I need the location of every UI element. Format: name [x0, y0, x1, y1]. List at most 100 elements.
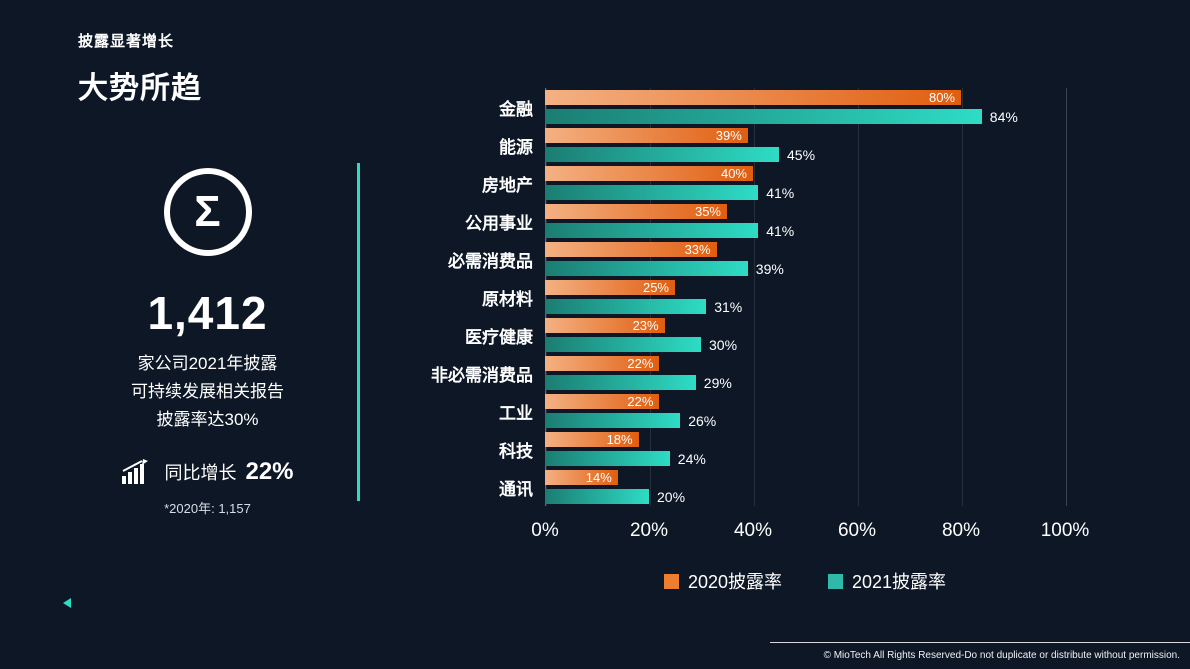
- bar-line: 39%: [545, 260, 1065, 277]
- bar-2020: 80%: [545, 90, 961, 105]
- bar-line: 25%: [545, 280, 1065, 295]
- bar-value-label: 22%: [627, 394, 654, 409]
- x-axis-tick: 20%: [629, 520, 669, 541]
- bar-group: 40% 41%: [545, 166, 1065, 201]
- category-label: 原材料: [482, 289, 533, 309]
- footer: © MioTech All Rights Reserved-Do not dup…: [770, 642, 1190, 661]
- growth-value: 22%: [245, 458, 294, 486]
- bar-group: 18% 24%: [545, 432, 1065, 467]
- bar-value-label: 20%: [657, 488, 686, 505]
- bar-2021: [545, 261, 748, 276]
- bar-line: 35%: [545, 204, 1065, 219]
- bar-group: 25% 31%: [545, 280, 1065, 315]
- chart-row: 工业 22% 26%: [395, 392, 1095, 430]
- category-label: 公用事业: [465, 213, 533, 233]
- bar-line: 39%: [545, 128, 1065, 143]
- bar-line: 22%: [545, 394, 1065, 409]
- slide-subtitle: 披露显著增长: [78, 33, 175, 50]
- chart-row: 能源 39% 45%: [395, 126, 1095, 164]
- x-axis-tick: 0%: [531, 520, 559, 541]
- bar-value-label: 39%: [755, 260, 784, 277]
- chart-rows: 金融 80% 84% 能源 39% 45% 房地产 40% 41% 公用事业 35% 41% 必需消费品…: [395, 88, 1095, 506]
- bar-value-label: 23%: [632, 318, 659, 333]
- chart-row: 公用事业 35% 41%: [395, 202, 1095, 240]
- chart-row: 非必需消费品 22% 29%: [395, 354, 1095, 392]
- bar-2020: 22%: [545, 394, 660, 409]
- bar-2021: [545, 223, 759, 238]
- bar-value-label: 39%: [715, 128, 742, 143]
- chart-row: 通讯 14% 20%: [395, 468, 1095, 506]
- bar-value-label: 35%: [694, 204, 721, 219]
- legend-item: 2020披露率: [663, 568, 782, 594]
- bar-value-label: 31%: [714, 298, 743, 315]
- legend-item: 2021披露率: [828, 568, 946, 594]
- bar-line: 40%: [545, 166, 1065, 181]
- bar-2020: 23%: [545, 318, 665, 333]
- bar-2020: 35%: [545, 204, 727, 219]
- x-axis-tick: 60%: [837, 520, 877, 541]
- chart-row: 房地产 40% 41%: [395, 164, 1095, 202]
- chart-row: 科技 18% 24%: [395, 430, 1095, 468]
- bar-value-label: 41%: [766, 184, 795, 201]
- bar-value-label: 24%: [677, 450, 706, 467]
- bar-2021: [545, 451, 670, 466]
- stat-line-1: 家公司2021年披露: [137, 354, 278, 373]
- bar-value-label: 45%: [787, 146, 816, 163]
- bar-value-label: 29%: [703, 374, 732, 391]
- bar-line: 18%: [545, 432, 1065, 447]
- page-title: 大势所趋: [78, 72, 202, 105]
- bar-2020: 22%: [545, 356, 660, 371]
- category-label: 能源: [499, 137, 533, 157]
- legend-swatch-icon: [828, 573, 843, 589]
- bar-line: 45%: [545, 146, 1065, 163]
- chart-row: 金融 80% 84%: [395, 88, 1095, 126]
- bar-line: 26%: [545, 412, 1065, 429]
- bar-line: 30%: [545, 337, 1065, 353]
- bar-2021: [545, 109, 982, 124]
- footer-divider: [770, 642, 1190, 643]
- bar-value-label: 41%: [766, 222, 795, 239]
- bar-value-label: 18%: [606, 432, 633, 447]
- growth-label: 同比增长: [164, 463, 237, 484]
- bar-group: 23% 30%: [545, 318, 1065, 353]
- bar-2021: [545, 185, 759, 200]
- bar-value-label: 26%: [688, 412, 717, 429]
- bar-line: 22%: [545, 356, 1065, 371]
- company-count: 1,412: [147, 287, 268, 339]
- bar-2020: 14%: [545, 470, 618, 485]
- bar-line: 24%: [545, 450, 1065, 467]
- x-axis-tick: 100%: [1040, 520, 1090, 541]
- bar-line: 29%: [545, 374, 1065, 391]
- bar-group: 33% 39%: [545, 242, 1065, 277]
- stat-line-2: 可持续发展相关报告: [131, 382, 284, 402]
- growth-chart-icon: [122, 459, 149, 485]
- bar-line: 33%: [545, 242, 1065, 257]
- legend-label: 2020披露率: [687, 572, 782, 592]
- prev-arrow-icon[interactable]: [63, 598, 71, 608]
- bar-group: 39% 45%: [545, 128, 1065, 163]
- chart-legend: 2020披露率 2021披露率: [515, 568, 1095, 594]
- bar-line: 31%: [545, 298, 1065, 315]
- bar-value-label: 25%: [642, 280, 669, 295]
- bar-line: 20%: [545, 488, 1065, 505]
- bar-2021: [545, 337, 701, 352]
- bar-group: 35% 41%: [545, 204, 1065, 239]
- bar-line: 14%: [545, 470, 1065, 485]
- legend-label: 2021披露率: [852, 572, 947, 592]
- bar-line: 41%: [545, 222, 1065, 239]
- bar-group: 14% 20%: [545, 470, 1065, 505]
- bar-group: 22% 26%: [545, 394, 1065, 429]
- category-label: 工业: [499, 403, 533, 423]
- bar-2020: 18%: [545, 432, 639, 447]
- legend-swatch-icon: [663, 573, 679, 589]
- category-label: 非必需消费品: [431, 365, 533, 385]
- bar-value-label: 40%: [720, 166, 747, 181]
- x-axis: 0% 20% 40% 60% 80% 100%: [531, 520, 1089, 562]
- bar-2020: 39%: [545, 128, 748, 143]
- category-label: 金融: [499, 99, 533, 119]
- header: 披露显著增长 大势所趋: [78, 30, 202, 107]
- sigma-glyph: Σ: [194, 187, 221, 236]
- category-label: 必需消费品: [448, 251, 533, 271]
- bar-line: 80%: [545, 90, 1065, 105]
